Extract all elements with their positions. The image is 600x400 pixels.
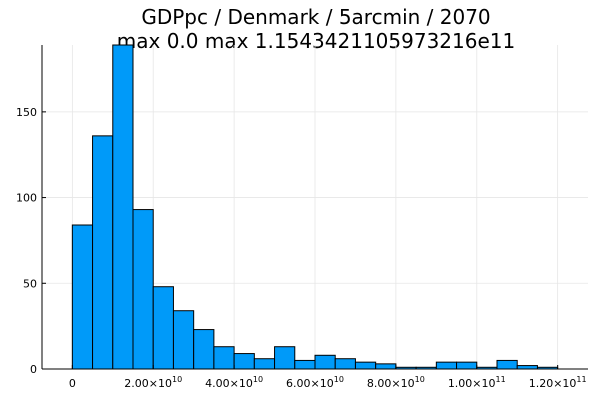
axes bbox=[41, 45, 588, 370]
histogram-bar-10 bbox=[274, 346, 296, 370]
x-tick-label-5: 1.00×1011 bbox=[448, 375, 506, 390]
y-tick-label-3: 150 bbox=[16, 106, 37, 119]
histogram-bar-8 bbox=[233, 353, 255, 370]
y-tick-labels: 0 50 100 150 bbox=[16, 106, 37, 376]
histogram-bar-3 bbox=[132, 209, 154, 370]
histogram-bar-0 bbox=[71, 224, 94, 370]
x-tick-labels: 0 2.00×1010 4.00×1010 6.00×1010 8.00×1010 1.0… bbox=[69, 375, 587, 390]
histogram-bar-19 bbox=[456, 361, 478, 370]
histogram-bar-5 bbox=[172, 310, 195, 370]
histogram-bar-13 bbox=[334, 358, 356, 370]
histogram-bar-1 bbox=[92, 135, 114, 370]
y-tick-label-0: 0 bbox=[30, 363, 37, 376]
chart-title-line1: GDPpc / Denmark / 5arcmin / 2070 bbox=[141, 5, 490, 29]
y-tick-label-1: 50 bbox=[23, 277, 37, 290]
histogram-bar-15 bbox=[375, 363, 397, 370]
histogram-bar-22 bbox=[516, 365, 538, 370]
x-tick-label-4: 8.00×1010 bbox=[367, 375, 425, 390]
histogram-bar-14 bbox=[354, 361, 377, 370]
histogram-bar-7 bbox=[213, 346, 235, 370]
histogram-bar-6 bbox=[193, 329, 215, 370]
x-tick-label-6: 1.20×1011 bbox=[529, 375, 587, 390]
x-tick-label-2: 4.00×1010 bbox=[205, 375, 263, 390]
histogram-bar-21 bbox=[496, 359, 518, 370]
histogram-bar-9 bbox=[253, 358, 276, 370]
histogram-bar-4 bbox=[152, 286, 174, 370]
histogram-bar-18 bbox=[435, 361, 458, 370]
x-tick-label-3: 6.00×1010 bbox=[286, 375, 344, 390]
x-tick-label-1: 2.00×1010 bbox=[124, 375, 182, 390]
y-tick-label-2: 100 bbox=[16, 192, 37, 205]
x-tick-label-0: 0 bbox=[69, 377, 76, 390]
histogram-bar-2 bbox=[112, 44, 134, 370]
histogram-bar-12 bbox=[314, 354, 336, 370]
chart-title-line2: max 0.0 max 1.1543421105973216e11 bbox=[117, 29, 515, 53]
histogram-bar-11 bbox=[294, 359, 316, 370]
